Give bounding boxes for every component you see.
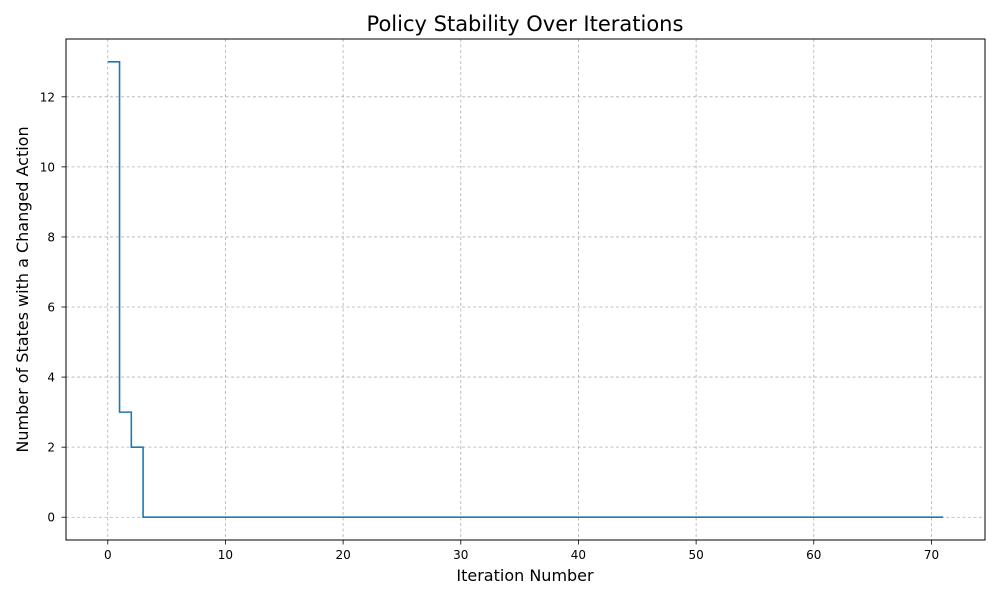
x-tick-label: 0 — [104, 548, 112, 562]
x-tick-label: 30 — [453, 548, 468, 562]
y-tick-label: 2 — [47, 441, 55, 455]
y-tick-label: 0 — [47, 511, 55, 525]
y-tick-label: 8 — [47, 230, 55, 244]
plot-frame — [65, 38, 986, 541]
y-axis-label: Number of States with a Changed Action — [13, 126, 32, 452]
y-tick-label: 10 — [40, 160, 55, 174]
x-tick-label: 70 — [924, 548, 939, 562]
x-tick-label: 50 — [688, 548, 703, 562]
y-tick-label: 12 — [40, 90, 55, 104]
x-tick-label: 40 — [571, 548, 586, 562]
series-layer — [107, 60, 944, 519]
y-tick-label: 4 — [47, 371, 55, 385]
x-tick-label: 60 — [806, 548, 821, 562]
x-axis-label: Iteration Number — [456, 566, 594, 585]
chart-title: Policy Stability Over Iterations — [367, 12, 684, 36]
series-line — [107, 60, 944, 519]
x-tick-label: 10 — [218, 548, 233, 562]
y-tick-label: 6 — [47, 301, 55, 315]
tick-layer: 0 10 20 30 40 50 60 70 0 2 4 6 8 10 12 — [40, 90, 939, 562]
x-tick-label: 20 — [335, 548, 350, 562]
